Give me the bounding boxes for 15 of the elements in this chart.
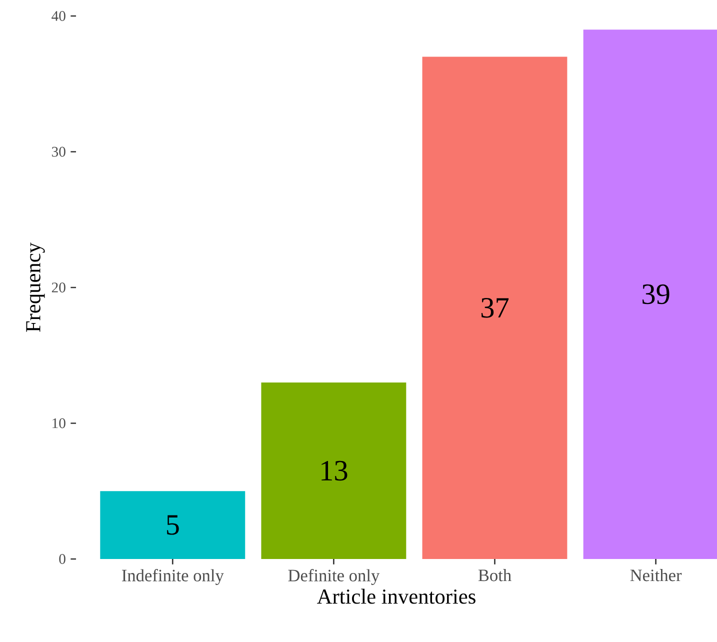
y-tick-label: 20 (52, 282, 66, 292)
y-tick-label: 30 (52, 146, 66, 157)
y-tick-label: 0 (59, 554, 66, 564)
x-tick-label: Indefinite only (122, 569, 224, 585)
data-label: 13 (322, 460, 348, 481)
data-label: 39 (642, 284, 670, 304)
x-tick-label: Neither (630, 569, 682, 582)
x-tick-label: Definite only (288, 569, 380, 585)
x-axis-title: Article inventories (317, 588, 476, 604)
data-label: 5 (167, 515, 179, 535)
y-tick-label: 40 (52, 11, 66, 21)
y-tick-label: 10 (52, 418, 66, 428)
y-axis-title: Frequency (26, 242, 45, 332)
x-tick-label: Both (478, 569, 512, 582)
data-label: 37 (481, 298, 509, 318)
